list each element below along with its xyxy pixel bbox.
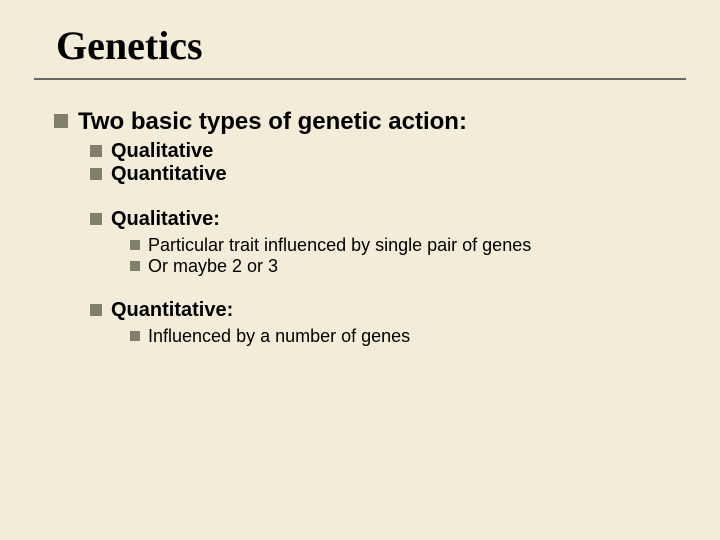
square-bullet-icon	[130, 331, 140, 341]
l2-item: Quantitative	[111, 163, 227, 186]
l3-item: Or maybe 2 or 3	[148, 256, 278, 277]
bullet-l3: Particular trait influenced by single pa…	[130, 235, 694, 256]
bullet-l3: Influenced by a number of genes	[130, 326, 694, 347]
square-bullet-icon	[54, 114, 68, 128]
l3-item: Influenced by a number of genes	[148, 326, 410, 347]
square-bullet-icon	[130, 240, 140, 250]
slide-title: Genetics	[56, 22, 203, 69]
square-bullet-icon	[90, 304, 102, 316]
bullet-l2: Qualitative:	[90, 208, 694, 231]
bullet-l2: Quantitative	[90, 163, 694, 186]
l2-qual-heading: Qualitative:	[111, 208, 220, 231]
slide-content: Two basic types of genetic action: Quali…	[54, 108, 694, 347]
square-bullet-icon	[90, 145, 102, 157]
l2-item: Qualitative	[111, 140, 213, 163]
l3-item: Particular trait influenced by single pa…	[148, 235, 531, 256]
bullet-l2: Qualitative	[90, 140, 694, 163]
l1-heading: Two basic types of genetic action:	[78, 108, 467, 136]
square-bullet-icon	[130, 261, 140, 271]
bullet-l2: Quantitative:	[90, 299, 694, 322]
bullet-l1: Two basic types of genetic action:	[54, 108, 694, 136]
slide: Genetics Two basic types of genetic acti…	[0, 0, 720, 540]
l2-quant-heading: Quantitative:	[111, 299, 233, 322]
square-bullet-icon	[90, 213, 102, 225]
bullet-l3: Or maybe 2 or 3	[130, 256, 694, 277]
title-underline	[34, 78, 686, 80]
square-bullet-icon	[90, 168, 102, 180]
